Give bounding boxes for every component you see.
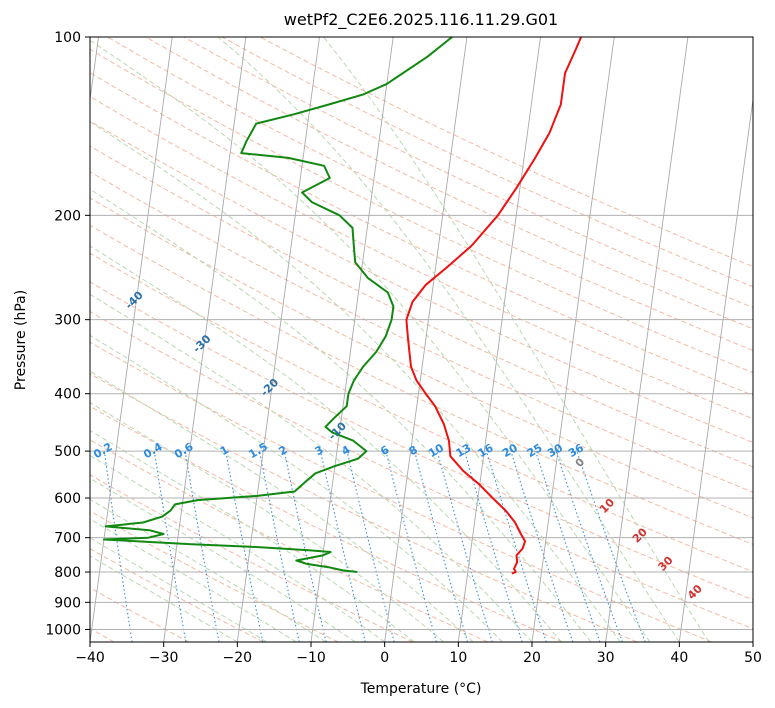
x-tick-label: 0 (380, 650, 389, 666)
y-axis: 100 200 300 400 500 600 700 800 900 1000 (45, 30, 90, 638)
x-tick-label: 40 (670, 650, 688, 666)
mixing-ratio-line (184, 451, 220, 642)
dry-adiabat-line (90, 310, 753, 630)
mixing-ratio-line (576, 450, 646, 642)
moist-adiabat-line (90, 429, 415, 642)
mixing-ratio-line (258, 450, 300, 642)
isotherms (90, 37, 753, 642)
y-tick-label: 500 (54, 444, 81, 460)
moist-adiabat-line (90, 370, 474, 642)
mixing-ratio-line (346, 450, 395, 642)
dry-adiabat-line (90, 281, 753, 601)
isotherm-line (310, 37, 394, 642)
mixing-ratio-line (555, 450, 623, 642)
y-tick-label: 800 (54, 565, 81, 581)
moist-adiabat-line (90, 518, 297, 642)
x-tick-label: 50 (744, 650, 762, 666)
y-tick-label: 400 (54, 387, 81, 403)
moist-adiabat-line (90, 188, 592, 642)
dry-adiabat-line (90, 548, 264, 642)
dry-adiabat-line (90, 405, 563, 642)
isotherm-line (531, 37, 615, 642)
dry-adiabat-line (145, 37, 753, 330)
dewpoint-profile-line (102, 37, 453, 573)
dry-adiabat-line (90, 439, 488, 642)
y-tick-label: 100 (54, 30, 81, 46)
x-tick-label: −40 (75, 650, 105, 666)
x-tick-label: −10 (296, 650, 326, 666)
moist-adiabat-line (90, 39, 651, 642)
x-tick-label: 30 (597, 650, 615, 666)
mixing-ratio-line (225, 450, 264, 642)
moist-adiabat-line (217, 37, 680, 642)
y-tick-label: 900 (54, 595, 81, 611)
chart-title: wetPf2_C2E6.2025.116.11.29.G01 (284, 10, 558, 30)
isotherm-line (163, 37, 247, 642)
temperature-profile-line (405, 37, 583, 575)
plot-area: 0.10.20.40.611.52346810131620253036-100-… (90, 37, 753, 642)
isotherm-line (605, 37, 689, 642)
y-tick-label: 600 (54, 491, 81, 507)
moist-adiabat-line (90, 402, 444, 642)
x-axis: −40 −30 −20 −10 0 10 20 30 40 50 (75, 642, 762, 666)
profile-series (102, 37, 583, 575)
isotherm-line (457, 37, 541, 642)
mixing-ratio-line (510, 450, 574, 642)
x-tick-label: 20 (523, 650, 541, 666)
isotherm-line (90, 37, 173, 642)
plot-frame (89, 36, 754, 643)
mixing-ratio-line (535, 450, 601, 642)
mixing-ratio-line (319, 450, 366, 642)
y-tick-label: 300 (54, 313, 81, 329)
isotherm-line (384, 37, 468, 642)
dry-adiabat-line (90, 197, 753, 519)
moist-adiabat-line (323, 37, 710, 642)
moist-adiabat-line (90, 454, 385, 642)
pressure-gridlines (90, 37, 753, 630)
moist-adiabat-line (90, 121, 621, 642)
moist-adiabat-line (90, 293, 533, 642)
x-axis-label: Temperature (°C) (360, 681, 482, 697)
x-tick-label: −30 (149, 650, 179, 666)
dry-adiabat-line (183, 37, 753, 309)
dry-adiabat-line (90, 224, 753, 545)
x-tick-label: −20 (223, 650, 253, 666)
mixing-ratio-line (283, 450, 327, 642)
y-tick-label: 1000 (45, 622, 81, 638)
dry-adiabat-line (90, 48, 753, 374)
dry-adiabat-line (90, 95, 753, 420)
x-tick-label: 10 (449, 650, 467, 666)
mixing-ratio-line (486, 450, 547, 642)
dry-adiabat-line (90, 72, 753, 396)
isotherm-line (236, 37, 320, 642)
mixing-ratio-lines (103, 450, 646, 642)
moist-adiabat-line (90, 245, 562, 642)
y-tick-label: 200 (54, 208, 81, 224)
y-axis-label: Pressure (hPa) (13, 290, 29, 390)
dry-adiabat-line (107, 37, 753, 352)
y-tick-label: 700 (54, 531, 81, 547)
isotherm-line (678, 96, 753, 642)
